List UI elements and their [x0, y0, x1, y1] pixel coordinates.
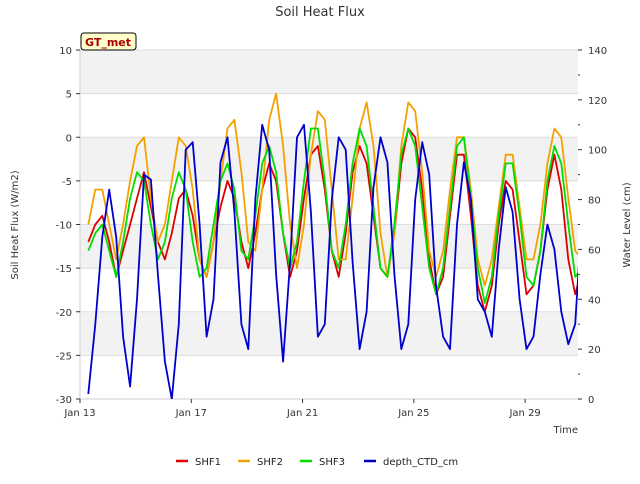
right-tick-label: 100 — [588, 146, 607, 157]
legend: SHF1 SHF2 SHF3 depth_CTD_cm — [176, 457, 458, 468]
right-tick-label: 20 — [588, 345, 601, 356]
left-tick-label: 10 — [59, 46, 72, 57]
left-tick-label: -20 — [56, 308, 72, 319]
right-tick-label: 60 — [588, 245, 601, 256]
right-tick-label: 80 — [588, 196, 601, 207]
x-tick-label: Jan 17 — [175, 408, 207, 419]
left-tick-label: 0 — [66, 133, 72, 144]
left-tick-label: -5 — [62, 177, 72, 188]
plot-band — [80, 50, 578, 94]
x-tick-label: Jan 13 — [63, 408, 95, 419]
x-tick-label: Jan 29 — [508, 408, 540, 419]
legend-item-depth-ctd-cm: depth_CTD_cm — [364, 457, 458, 468]
x-tick-label: Jan 25 — [397, 408, 429, 419]
legend-label: SHF3 — [319, 457, 345, 468]
series-lines — [87, 92, 578, 399]
right-tick-label: 140 — [588, 46, 607, 57]
right-tick-label: 0 — [588, 395, 594, 406]
left-tick-label: -10 — [56, 221, 72, 232]
left-tick-label: -15 — [56, 264, 72, 275]
right-tick-label: 120 — [588, 96, 607, 107]
left-tick-label: -30 — [56, 395, 72, 406]
x-axis-label: Time — [553, 425, 578, 436]
series-line-shf3 — [87, 127, 578, 304]
gt-met-badge: GT_met — [80, 32, 137, 51]
legend-label: SHF2 — [257, 457, 283, 468]
gt-met-badge-label: GT_met — [85, 36, 131, 49]
left-tick-label: -25 — [56, 351, 72, 362]
series-line-depth-ctd-cm — [87, 123, 578, 399]
right-y-ticks: 140 120 100 80 60 40 20 0 — [578, 46, 607, 406]
plot-band — [80, 311, 578, 356]
x-ticks: Jan 13 Jan 17 Jan 21 Jan 25 Jan 29 — [63, 399, 541, 419]
legend-label: depth_CTD_cm — [383, 457, 458, 468]
x-tick-label: Jan 21 — [286, 408, 318, 419]
y-axis-label-left: Soil Heat Flux (W/m2) — [10, 170, 21, 279]
left-tick-label: 5 — [66, 90, 72, 101]
y-axis-label-right: Water Level (cm) — [622, 182, 633, 267]
chart-title: Soil Heat Flux — [275, 5, 365, 20]
legend-label: SHF1 — [195, 457, 221, 468]
legend-item-shf3: SHF3 — [300, 457, 345, 468]
right-tick-label: 40 — [588, 295, 601, 306]
left-y-ticks: 10 5 0 -5 -10 -15 -20 -25 -30 — [56, 46, 80, 406]
legend-item-shf1: SHF1 — [176, 457, 221, 468]
legend-item-shf2: SHF2 — [238, 457, 283, 468]
